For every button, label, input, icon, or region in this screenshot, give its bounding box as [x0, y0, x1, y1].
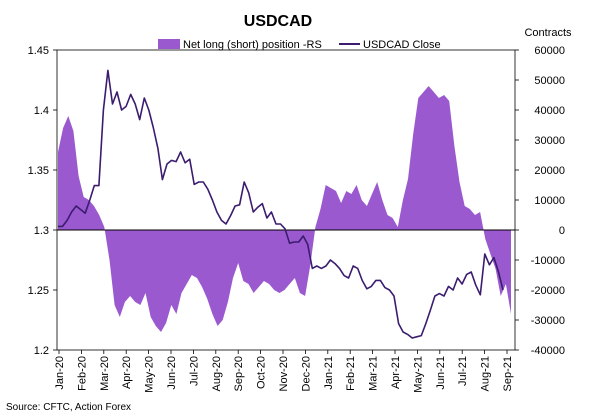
x-tick-label: Jun-20 — [166, 356, 178, 390]
x-tick-label: Apr-21 — [390, 356, 402, 389]
x-tick-label: Aug-21 — [480, 356, 492, 391]
right-tick-label: 40000 — [534, 105, 565, 117]
chart-title: USDCAD — [244, 13, 312, 30]
x-tick-label: Apr-20 — [121, 356, 133, 389]
right-tick-label: 50000 — [534, 75, 565, 87]
right-tick-label: 30000 — [534, 135, 565, 147]
plot-area: 1.45 1.4 1.35 1.3 1.25 1.2 60000 50000 40000 3000… — [28, 45, 565, 393]
x-tick-label: Jan-20 — [54, 356, 66, 390]
x-tick-label: Feb-20 — [76, 356, 88, 391]
x-tick-label: Mar-21 — [368, 356, 380, 391]
x-tick-label: Jun-21 — [435, 356, 447, 390]
left-tick-label: 1.35 — [28, 165, 49, 177]
right-tick-label: 20000 — [534, 165, 565, 177]
x-tick-label: Feb-21 — [345, 356, 357, 391]
x-tick-label: Sep-21 — [502, 356, 514, 391]
legend-area-swatch — [158, 39, 180, 49]
positions-area — [58, 86, 511, 332]
right-tick-label: -20000 — [531, 285, 565, 297]
right-tick-label: 10000 — [534, 195, 565, 207]
right-tick-label: -40000 — [531, 345, 565, 357]
right-axis-label: Contracts — [524, 27, 572, 39]
left-tick-label: 1.45 — [28, 45, 49, 57]
source-note: Source: CFTC, Action Forex — [6, 402, 131, 413]
left-tick-label: 1.25 — [28, 285, 49, 297]
left-tick-label: 1.3 — [34, 225, 49, 237]
x-tick-label: Jul-20 — [188, 356, 200, 386]
usdcad-close-line — [58, 69, 504, 339]
x-tick-label: May-21 — [412, 356, 424, 393]
left-tick-label: 1.4 — [34, 105, 49, 117]
x-tick-label: Mar-20 — [99, 356, 111, 391]
x-tick-label: Nov-20 — [278, 356, 290, 391]
legend-area-label: Net long (short) position -RS — [183, 39, 322, 51]
legend-line-label: USDCAD Close — [363, 39, 441, 51]
x-tick-label: Aug-20 — [211, 356, 223, 391]
right-tick-label: -10000 — [531, 255, 565, 267]
x-tick-label: May-20 — [144, 356, 156, 393]
x-tick-label: Dec-20 — [300, 356, 312, 391]
legend: Net long (short) position -RS USDCAD Clo… — [158, 39, 441, 51]
right-tick-label: 0 — [559, 225, 565, 237]
x-tick-label: Jan-21 — [323, 356, 335, 390]
x-tick-label: Sep-20 — [233, 356, 245, 391]
x-tick-label: Oct-20 — [256, 356, 268, 389]
right-tick-label: 60000 — [534, 45, 565, 57]
left-tick-label: 1.2 — [34, 345, 49, 357]
x-tick-label: Jul-21 — [457, 356, 469, 386]
right-tick-label: -30000 — [531, 315, 565, 327]
